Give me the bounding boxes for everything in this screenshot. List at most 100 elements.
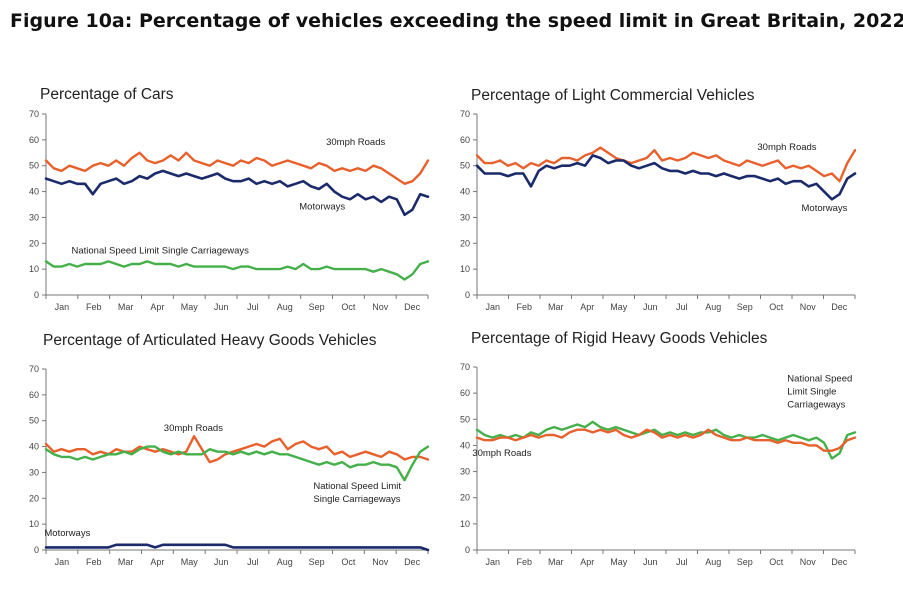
x-tick-label: Oct xyxy=(769,302,784,312)
y-tick-label: 60 xyxy=(29,390,39,400)
x-tick-label: Oct xyxy=(769,557,784,567)
y-tick-label: 60 xyxy=(460,388,470,398)
y-tick-label: 10 xyxy=(460,264,470,274)
x-tick-label: Dec xyxy=(831,557,848,567)
y-tick-label: 70 xyxy=(460,109,470,119)
y-tick-label: 50 xyxy=(460,161,470,171)
series-annotation: 30mph Roads xyxy=(326,137,385,148)
figure-title: Figure 10a: Percentage of vehicles excee… xyxy=(10,10,903,32)
x-tick-label: Jan xyxy=(485,557,500,567)
series-annotation: 30mph Roads xyxy=(472,448,531,459)
x-tick-label: Nov xyxy=(372,302,389,312)
x-tick-label: Sep xyxy=(309,557,325,567)
x-tick-label: Nov xyxy=(800,557,817,567)
x-tick-label: Aug xyxy=(705,557,721,567)
series-annotation: Motorways xyxy=(299,202,345,213)
x-tick-label: Jan xyxy=(485,302,500,312)
chart-artic-hgv: 0 10 20 30 40 50 60 70 Jan Feb Mar Apr May Jun Jul Aug S… xyxy=(29,364,430,567)
chart-panel-cars: Percentage of Cars 0 10 20 30 40 50 60 70 Jan Feb… xyxy=(0,82,450,322)
y-tick-label: 40 xyxy=(29,187,39,197)
x-tick-label: Apr xyxy=(580,557,594,567)
x-tick-label: May xyxy=(181,302,199,312)
x-tick-label: Mar xyxy=(548,557,564,567)
chart-lcv: 0 10 20 30 40 50 60 70 Jan Feb Mar Apr May Jun Jul Aug S… xyxy=(460,109,857,312)
chart-rigid-hgv: 0 10 20 30 40 50 60 70 Jan Feb Mar Apr May Jun Jul Aug S… xyxy=(460,362,857,567)
x-tick-label: Feb xyxy=(516,557,532,567)
series-line-30mph-roads xyxy=(44,151,430,186)
x-tick-label: Feb xyxy=(86,557,102,567)
y-tick-label: 70 xyxy=(460,362,470,372)
x-tick-label: Dec xyxy=(404,302,421,312)
x-tick-label: Oct xyxy=(341,557,356,567)
chart-title-rigid-hgv: Percentage of Rigid Heavy Goods Vehicles xyxy=(471,330,768,347)
x-tick-label: Apr xyxy=(150,557,164,567)
x-tick-label: Jan xyxy=(55,302,70,312)
x-tick-label: Feb xyxy=(516,302,532,312)
x-tick-label: Nov xyxy=(372,557,389,567)
y-tick-label: 30 xyxy=(460,467,470,477)
x-tick-label: May xyxy=(610,557,628,567)
y-tick-label: 20 xyxy=(29,493,39,503)
y-tick-label: 20 xyxy=(29,238,39,248)
series-annotation: National Speed Limit xyxy=(313,481,401,492)
x-tick-label: Sep xyxy=(737,557,753,567)
series-line-motorways xyxy=(44,169,430,217)
y-tick-label: 20 xyxy=(460,493,470,503)
series-line-30mph-roads xyxy=(475,428,857,452)
y-tick-label: 10 xyxy=(460,519,470,529)
x-tick-label: Mar xyxy=(118,302,134,312)
series-annotation: Motorways xyxy=(44,528,90,539)
y-tick-label: 0 xyxy=(34,545,39,555)
chart-cars: 0 10 20 30 40 50 60 70 Jan Feb Mar Apr May Jun Jul Aug S… xyxy=(29,109,430,312)
series-line-30mph-roads xyxy=(44,434,430,464)
x-tick-label: Jul xyxy=(247,302,259,312)
chart-title-artic-hgv: Percentage of Articulated Heavy Goods Ve… xyxy=(43,332,377,349)
series-annotation: Single Carriageways xyxy=(313,494,400,505)
series-line-national-speed-limit-single-carriageways xyxy=(475,420,857,460)
x-tick-label: Sep xyxy=(737,302,753,312)
x-tick-label: Jul xyxy=(676,557,688,567)
y-tick-label: 10 xyxy=(29,264,39,274)
x-tick-label: Jul xyxy=(247,557,259,567)
y-tick-label: 20 xyxy=(460,238,470,248)
chart-title-cars: Percentage of Cars xyxy=(40,86,174,103)
series-annotation: Limit Single xyxy=(787,387,836,398)
x-tick-label: Aug xyxy=(277,302,293,312)
y-tick-label: 50 xyxy=(29,161,39,171)
y-tick-label: 50 xyxy=(460,414,470,424)
x-tick-label: Dec xyxy=(831,302,848,312)
series-annotation: National Speed xyxy=(787,373,852,384)
series-line-motorways xyxy=(44,543,430,552)
x-tick-label: May xyxy=(610,302,628,312)
y-tick-label: 40 xyxy=(29,442,39,452)
chart-panel-lcv: Percentage of Light Commercial Vehicles … xyxy=(430,82,890,322)
series-annotation: 30mph Roads xyxy=(757,142,816,153)
y-tick-label: 70 xyxy=(29,109,39,119)
x-tick-label: Feb xyxy=(86,302,102,312)
y-tick-label: 30 xyxy=(29,212,39,222)
x-tick-label: Dec xyxy=(404,557,421,567)
chart-panel-artic-hgv: Percentage of Articulated Heavy Goods Ve… xyxy=(0,327,450,587)
y-tick-label: 40 xyxy=(460,187,470,197)
y-tick-label: 30 xyxy=(29,467,39,477)
chart-panel-rigid-hgv: Percentage of Rigid Heavy Goods Vehicles… xyxy=(430,325,890,587)
x-tick-label: Jun xyxy=(643,302,658,312)
y-tick-label: 10 xyxy=(29,519,39,529)
x-tick-label: Apr xyxy=(580,302,594,312)
y-tick-label: 0 xyxy=(34,290,39,300)
x-tick-label: Mar xyxy=(548,302,564,312)
chart-title-lcv: Percentage of Light Commercial Vehicles xyxy=(471,87,755,104)
y-tick-label: 40 xyxy=(460,440,470,450)
series-line-30mph-roads xyxy=(475,146,857,183)
y-tick-label: 50 xyxy=(29,416,39,426)
series-annotation: National Speed Limit Single Carriageways xyxy=(72,246,250,257)
y-tick-label: 0 xyxy=(465,290,470,300)
x-tick-label: Oct xyxy=(341,302,356,312)
series-annotation: Carriageways xyxy=(787,400,845,411)
series-line-motorways xyxy=(475,154,857,201)
series-annotation: 30mph Roads xyxy=(164,423,223,434)
x-tick-label: May xyxy=(181,557,199,567)
x-tick-label: Jun xyxy=(214,302,229,312)
x-tick-label: Jun xyxy=(214,557,229,567)
x-tick-label: Jun xyxy=(643,557,658,567)
